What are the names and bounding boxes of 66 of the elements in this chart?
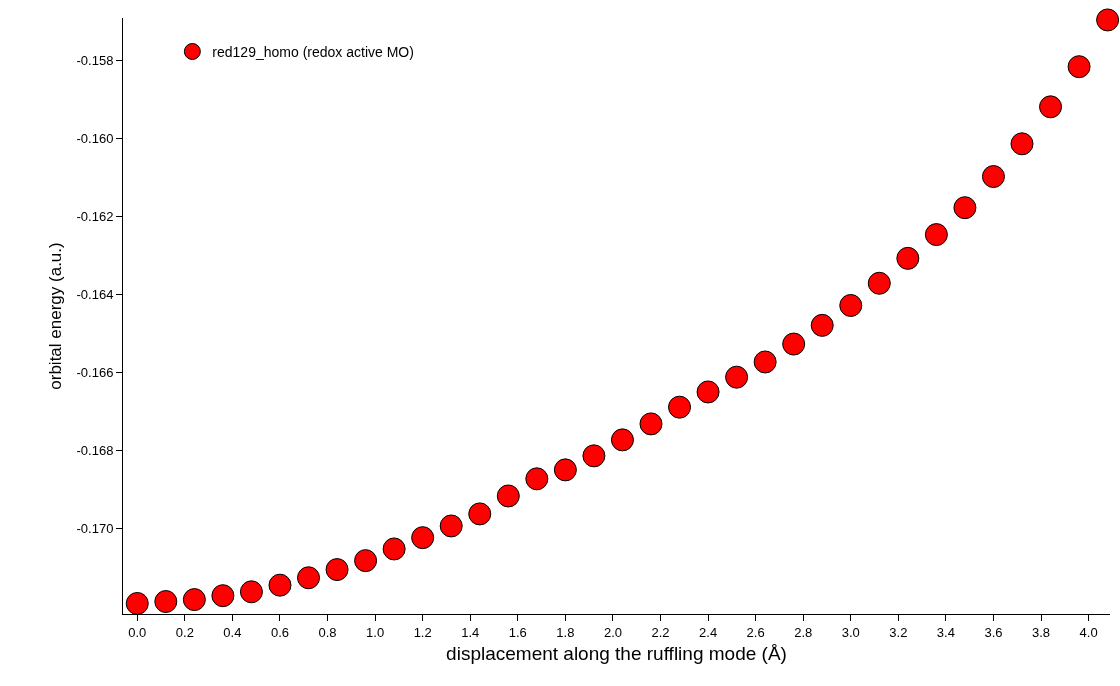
point: [725, 365, 749, 389]
point: [696, 380, 720, 404]
x-tick-label: 2.2: [651, 624, 670, 640]
x-tick-label: 0.4: [223, 624, 242, 640]
y-tick-label: -0.166: [76, 365, 114, 381]
point: [582, 444, 606, 468]
point: [867, 271, 891, 295]
legend-label: red129_homo (redox active MO): [212, 43, 414, 60]
point: [896, 246, 920, 270]
point: [354, 549, 378, 573]
y-tick-label: -0.168: [76, 442, 114, 458]
y-tick-label: -0.170: [76, 520, 114, 536]
x-tick-label: 1.2: [413, 624, 432, 640]
point: [981, 165, 1005, 189]
x-tick-label: 2.8: [794, 624, 813, 640]
y-axis-title: orbital energy (a.u.): [46, 242, 66, 390]
y-tick-label: -0.160: [76, 131, 114, 147]
point: [239, 580, 263, 604]
x-tick-label: 3.2: [889, 624, 908, 640]
point: [125, 591, 149, 615]
point: [154, 590, 178, 614]
y-tick-label: -0.158: [76, 53, 114, 69]
x-tick-label: 2.0: [603, 624, 622, 640]
x-tick-label: 1.8: [556, 624, 575, 640]
point: [810, 313, 834, 337]
point: [782, 332, 806, 356]
point: [211, 584, 235, 608]
x-tick-label: 0.6: [270, 624, 290, 640]
x-tick-label: 0.8: [318, 624, 337, 640]
point: [1039, 95, 1063, 119]
x-tick-label: 3.0: [841, 624, 860, 640]
point: [468, 502, 492, 526]
point: [1096, 8, 1120, 32]
point: [382, 537, 406, 561]
point: [924, 223, 948, 247]
point: [839, 293, 863, 317]
x-tick-label: 0.2: [175, 624, 194, 640]
point: [753, 350, 777, 374]
x-tick-label: 0.0: [128, 624, 147, 640]
x-tick-label: 2.6: [746, 624, 765, 640]
x-tick-label: 1.4: [461, 624, 480, 640]
point: [1067, 55, 1091, 79]
x-tick-label: 1.0: [366, 624, 385, 640]
point: [553, 458, 577, 482]
x-tick-label: 2.4: [699, 624, 718, 640]
point: [182, 588, 206, 612]
point: [610, 428, 634, 452]
point: [439, 514, 463, 538]
point: [496, 484, 520, 508]
point: [953, 196, 977, 220]
point: [411, 526, 435, 550]
point: [297, 566, 321, 590]
point: [1010, 132, 1034, 156]
point: [639, 412, 663, 436]
x-axis-title: displacement along the ruffling mode (Å): [446, 643, 787, 665]
point: [325, 558, 349, 582]
x-tick-label: 3.4: [936, 624, 955, 640]
point: [668, 395, 692, 419]
x-tick-label: 3.8: [1031, 624, 1051, 640]
x-tick-label: 3.6: [984, 624, 1003, 640]
y-tick-label: -0.164: [76, 287, 114, 303]
x-tick-label: 1.6: [508, 624, 527, 640]
y-tick-label: -0.162: [76, 209, 114, 225]
x-tick-label: 4.0: [1079, 624, 1098, 640]
point: [525, 467, 549, 491]
point: [268, 573, 292, 597]
